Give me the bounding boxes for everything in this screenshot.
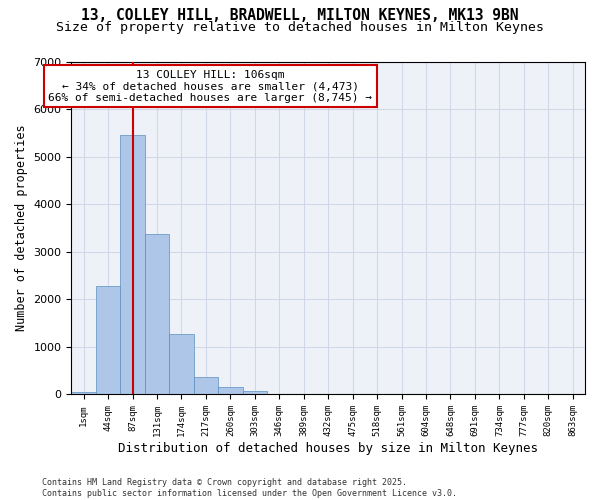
Bar: [218, 387, 242, 394]
X-axis label: Distribution of detached houses by size in Milton Keynes: Distribution of detached houses by size …: [118, 442, 538, 455]
Bar: [71, 392, 96, 394]
Bar: [145, 234, 169, 394]
Text: Contains HM Land Registry data © Crown copyright and database right 2025.
Contai: Contains HM Land Registry data © Crown c…: [42, 478, 457, 498]
Bar: [96, 286, 121, 395]
Bar: [121, 135, 145, 394]
Y-axis label: Number of detached properties: Number of detached properties: [15, 124, 28, 332]
Text: Size of property relative to detached houses in Milton Keynes: Size of property relative to detached ho…: [56, 21, 544, 34]
Text: 13, COLLEY HILL, BRADWELL, MILTON KEYNES, MK13 9BN: 13, COLLEY HILL, BRADWELL, MILTON KEYNES…: [81, 8, 519, 22]
Bar: [194, 377, 218, 394]
Text: 13 COLLEY HILL: 106sqm
← 34% of detached houses are smaller (4,473)
66% of semi-: 13 COLLEY HILL: 106sqm ← 34% of detached…: [48, 70, 372, 103]
Bar: [169, 334, 194, 394]
Bar: [242, 390, 267, 394]
